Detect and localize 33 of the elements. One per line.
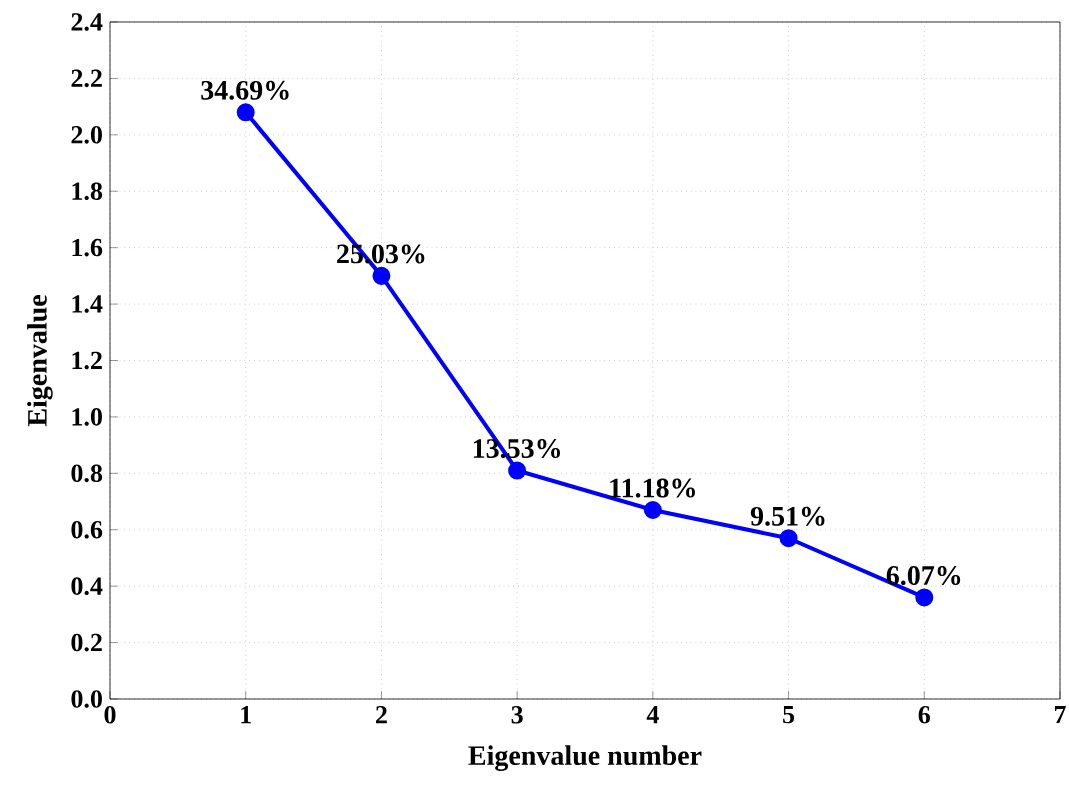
x-tick-label: 7 — [1054, 706, 1066, 724]
y-tick-label: 0.6 — [71, 520, 103, 539]
x-tick-label: 0 — [104, 706, 116, 724]
x-axis-title: Eigenvalue number — [468, 745, 702, 771]
point — [915, 588, 934, 607]
x-tick-label: 2 — [376, 706, 387, 724]
y-tick-label: 2.2 — [71, 69, 102, 88]
y-tick-label: 1.4 — [72, 295, 103, 313]
y-tick-label: 1.2 — [72, 351, 102, 370]
point — [643, 501, 662, 520]
x-tick-label: 3 — [511, 706, 523, 724]
y-tick-label: 1.0 — [72, 408, 102, 426]
y-tick-label: 0.0 — [71, 690, 102, 708]
annotation: 34.69% — [201, 80, 289, 100]
y-axis-title: Eigenvalue — [27, 295, 53, 427]
annotation: 9.51% — [750, 506, 825, 526]
y-tick-label: 0.2 — [71, 633, 102, 652]
annotation: 11.18% — [610, 478, 695, 498]
annotation: 6.07% — [886, 566, 961, 586]
y-tick-label: 1.8 — [72, 182, 103, 201]
point — [779, 529, 798, 548]
point — [372, 266, 391, 285]
y-tick-label: 2.4 — [71, 13, 103, 31]
y-tick-label: 1.6 — [72, 238, 103, 257]
y-tick-label: 2.0 — [71, 126, 102, 144]
x-tick-label: 4 — [646, 706, 659, 724]
x-tick-label: 5 — [783, 706, 795, 724]
y-tick-label: 0.8 — [71, 464, 103, 483]
point — [236, 103, 255, 122]
y-tick-label: 0.4 — [71, 577, 103, 595]
x-tick-label: 1 — [241, 706, 251, 724]
x-tick-label: 6 — [918, 706, 931, 724]
point — [508, 461, 527, 480]
